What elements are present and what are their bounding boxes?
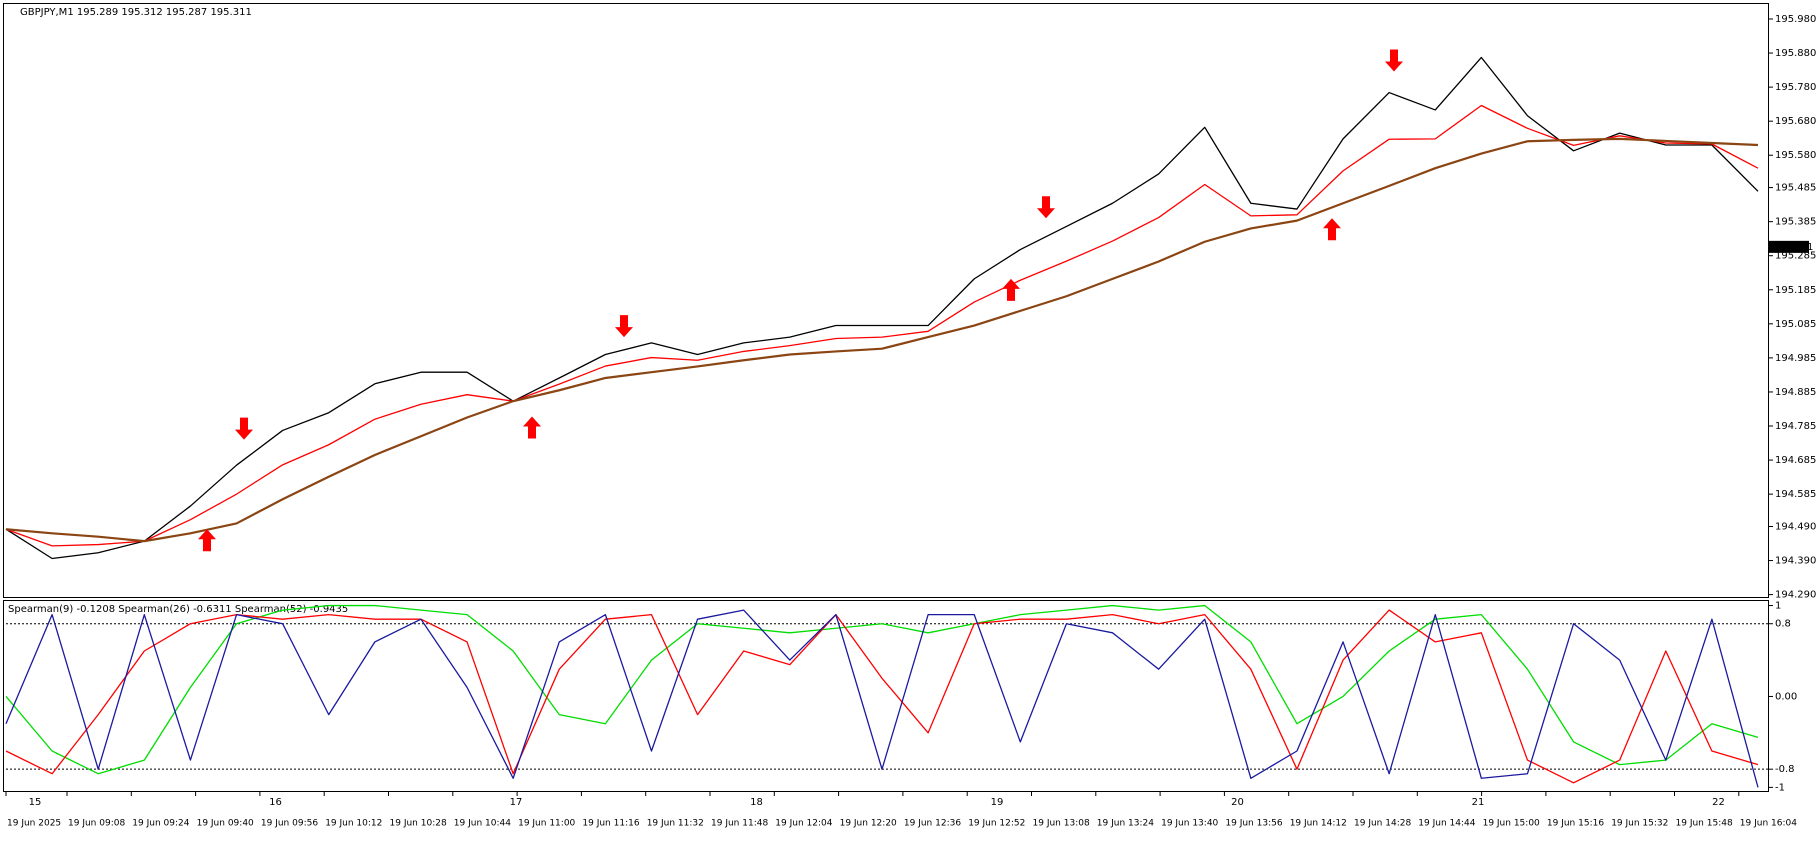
day-label: 21 [1472, 797, 1485, 808]
y-tick-label: 195.680 [1775, 116, 1816, 127]
x-tick-label: 19 Jun 14:44 [1418, 819, 1475, 829]
signal-arrow [235, 417, 253, 440]
series-line [5, 137, 1759, 543]
signal-arrow [1002, 278, 1020, 301]
x-tick-label: 19 Jun 13:24 [1097, 819, 1154, 829]
signal-arrow [523, 416, 541, 439]
y-tick-label: 194.390 [1775, 556, 1816, 567]
series-line [5, 104, 1759, 547]
y-tick-label: 195.580 [1775, 150, 1816, 161]
y-tick-label: 195.185 [1775, 285, 1816, 296]
x-tick-label: 19 Jun 16:04 [1740, 819, 1797, 829]
day-label: 18 [750, 797, 763, 808]
day-label: 19 [991, 797, 1004, 808]
x-tick-label: 19 Jun 09:08 [68, 819, 125, 829]
day-label: 16 [269, 797, 282, 808]
x-tick-label: 19 Jun 15:00 [1483, 819, 1540, 829]
y-tick-label: 1 [1775, 601, 1781, 612]
y-tick-label: 194.685 [1775, 455, 1816, 466]
x-tick-label: 19 Jun 12:20 [840, 819, 897, 829]
y-tick-label: 195.285 [1775, 251, 1816, 262]
series-line [5, 609, 1759, 784]
x-tick-label: 19 Jun 09:56 [261, 819, 318, 829]
day-label: 20 [1231, 797, 1244, 808]
day-label: 17 [510, 797, 523, 808]
day-label: 15 [29, 797, 42, 808]
x-tick-label: 19 Jun 15:32 [1611, 819, 1668, 829]
last-price-label: 195.311 [1772, 242, 1813, 253]
signal-arrow [1323, 218, 1341, 241]
y-tick-label: -0.8 [1775, 764, 1795, 775]
x-tick-label: 19 Jun 12:36 [904, 819, 961, 829]
y-tick-label: 194.785 [1775, 421, 1816, 432]
series-line [5, 56, 1759, 560]
y-tick-label: 195.980 [1775, 14, 1816, 25]
signal-arrow [198, 529, 216, 552]
x-tick-label: 19 Jun 10:44 [454, 819, 511, 829]
day-label: 22 [1712, 797, 1725, 808]
x-tick-label: 19 Jun 09:24 [132, 819, 189, 829]
x-tick-label: 19 Jun 13:56 [1225, 819, 1282, 829]
x-tick-label: 19 Jun 11:48 [711, 819, 768, 829]
x-tick-label: 19 Jun 10:12 [325, 819, 382, 829]
y-tick-label: 194.985 [1775, 353, 1816, 364]
x-tick-label: 19 Jun 11:32 [647, 819, 704, 829]
indicator-panel-frame [3, 600, 1769, 792]
y-tick-label: 194.585 [1775, 489, 1816, 500]
x-tick-label: 19 Jun 10:28 [390, 819, 447, 829]
y-tick-label: 195.485 [1775, 183, 1816, 194]
signal-arrow [615, 315, 633, 338]
x-tick-label: 19 Jun 13:08 [1033, 819, 1090, 829]
x-tick-label: 19 Jun 14:12 [1290, 819, 1347, 829]
y-tick-label: 195.085 [1775, 319, 1816, 330]
y-tick-label: 0.00 [1775, 691, 1797, 702]
x-tick-label: 19 Jun 09:40 [197, 819, 254, 829]
x-tick-label: 19 Jun 15:48 [1676, 819, 1733, 829]
y-tick-label: -1 [1775, 782, 1785, 793]
y-tick-label: 195.780 [1775, 82, 1816, 93]
last-price-box [1769, 240, 1809, 253]
main-panel-frame [3, 3, 1769, 598]
x-tick-label: 19 Jun 2025 [7, 819, 61, 829]
signal-arrow [1037, 196, 1055, 219]
y-tick-label: 194.290 [1775, 590, 1816, 601]
y-tick-label: 195.385 [1775, 217, 1816, 228]
main-title: GBPJPY,M1 195.289 195.312 195.287 195.31… [20, 7, 252, 18]
series-line [5, 609, 1759, 788]
y-tick-label: 194.885 [1775, 387, 1816, 398]
y-tick-label: 194.490 [1775, 521, 1816, 532]
x-tick-label: 19 Jun 12:04 [775, 819, 832, 829]
y-tick-label: 0.8 [1775, 619, 1791, 630]
x-tick-label: 19 Jun 14:28 [1354, 819, 1411, 829]
x-tick-label: 19 Jun 15:16 [1547, 819, 1604, 829]
y-tick-label: 195.880 [1775, 48, 1816, 59]
series-line [5, 604, 1759, 775]
x-tick-label: 19 Jun 11:00 [518, 819, 575, 829]
indicator-title: Spearman(9) -0.1208 Spearman(26) -0.6311… [8, 604, 348, 615]
x-tick-label: 19 Jun 13:40 [1161, 819, 1218, 829]
signal-arrow [1385, 49, 1403, 72]
x-tick-label: 19 Jun 12:52 [968, 819, 1025, 829]
x-tick-label: 19 Jun 11:16 [582, 819, 639, 829]
